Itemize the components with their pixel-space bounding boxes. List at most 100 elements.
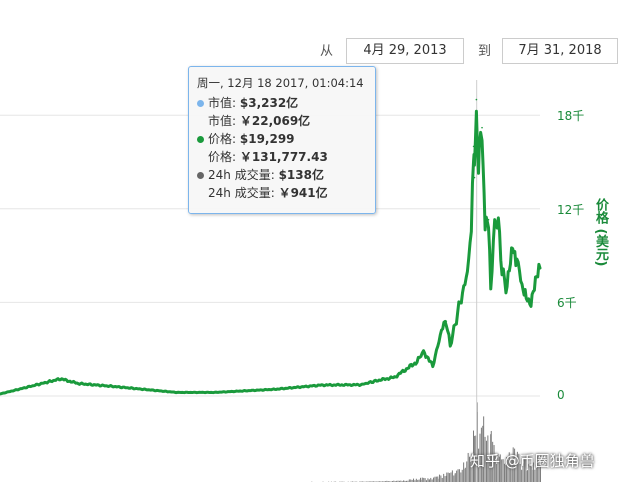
- price-point: [175, 391, 177, 394]
- price-point: [477, 169, 479, 171]
- price-point: [59, 378, 62, 380]
- volume-bar: [534, 469, 536, 482]
- price-point: [505, 289, 507, 291]
- volume-bar: [478, 448, 480, 482]
- price-point: [473, 176, 476, 179]
- volume-bar: [360, 481, 362, 482]
- volume-bar: [389, 481, 391, 482]
- volume-bar: [525, 458, 527, 482]
- volume-bar: [503, 463, 505, 482]
- tooltip-date: 周一, 12月 18 2017, 01:04:14: [197, 76, 364, 90]
- volume-bar: [460, 472, 462, 482]
- volume-bar: [426, 480, 428, 482]
- price-point: [422, 349, 425, 352]
- volume-bar: [515, 463, 517, 482]
- volume-bar: [433, 477, 435, 482]
- price-point: [393, 376, 396, 379]
- volume-bar: [430, 477, 432, 482]
- volume-bar: [466, 461, 468, 482]
- volume-bar: [482, 425, 484, 482]
- volume-bar: [390, 481, 392, 482]
- tooltip-price-cny: ￥131,777.43: [239, 150, 328, 164]
- volume-bar: [406, 480, 408, 482]
- volume-bar: [514, 448, 516, 482]
- volume-bar: [393, 480, 395, 482]
- price-point: [377, 379, 379, 382]
- price-point: [470, 223, 473, 226]
- volume-bar: [505, 465, 507, 482]
- price-point: [493, 220, 496, 223]
- volume-bar: [401, 481, 403, 482]
- tooltip-price-cny-label: 价格:: [208, 150, 237, 164]
- volume-bar: [488, 457, 490, 482]
- volume-bar: [531, 469, 533, 482]
- volume-bar: [443, 473, 445, 482]
- price-line: [0, 109, 542, 396]
- volume-bar: [508, 452, 510, 482]
- range-to-label: 到: [478, 44, 492, 59]
- volume-bar: [492, 441, 494, 482]
- volume-bar: [518, 453, 520, 482]
- volume-bar: [386, 480, 388, 482]
- volume-bar: [400, 480, 402, 482]
- price-point: [534, 281, 537, 283]
- price-point: [213, 391, 216, 394]
- price-point: [489, 286, 492, 288]
- watermark-text: 知乎 @币圈独角兽: [470, 452, 595, 470]
- volume-bar: [415, 478, 417, 482]
- tooltip-price-row: 价格: $19,299: [197, 130, 367, 148]
- volume-bar: [421, 477, 423, 482]
- volume-bar: [387, 481, 389, 482]
- volume-bar: [451, 470, 453, 482]
- price-dot-icon: [197, 136, 204, 143]
- range-from-label: 从: [320, 44, 334, 59]
- volume-bar: [507, 459, 509, 482]
- y-axis-title: 价格 (美元): [593, 198, 608, 267]
- range-from-input[interactable]: 4月 29, 2013: [346, 38, 464, 64]
- volume-bar: [519, 463, 521, 482]
- tooltip-volume-label: 24h 成交量:: [208, 168, 275, 182]
- volume-bar: [528, 464, 530, 482]
- volume-bar: [496, 463, 498, 482]
- volume-bar: [418, 479, 420, 482]
- volume-bar: [499, 454, 501, 482]
- y-tick-label: 6千: [557, 296, 577, 311]
- price-point: [0, 393, 1, 395]
- volume-bar: [475, 435, 477, 482]
- volume-bar: [370, 481, 372, 482]
- volume-bar: [417, 479, 419, 482]
- volume-bar: [490, 434, 492, 482]
- volume-bar: [408, 479, 410, 482]
- volume-bar: [438, 474, 440, 482]
- volume-bar: [383, 481, 385, 482]
- volume-bar: [516, 451, 518, 482]
- price-point: [525, 296, 528, 299]
- range-to-input[interactable]: 7月 31, 2018: [502, 38, 618, 64]
- price-point: [516, 257, 518, 260]
- volume-bar: [434, 476, 436, 482]
- volume-bar: [373, 481, 375, 482]
- volume-bar: [447, 472, 449, 482]
- price-point: [445, 320, 448, 322]
- volume-bar: [374, 481, 376, 482]
- volume-bar: [490, 430, 492, 482]
- volume-bar: [511, 458, 513, 482]
- volume-bar: [522, 463, 524, 482]
- volume-bar: [485, 440, 487, 482]
- volume-bar: [456, 470, 458, 482]
- volume-bar: [384, 481, 386, 482]
- volume-bar: [512, 447, 514, 482]
- volume-bar: [453, 475, 455, 482]
- y-tick-label: 0: [557, 388, 565, 402]
- volume-bar: [446, 472, 448, 482]
- volume-bar: [423, 477, 425, 482]
- volume-bar: [403, 480, 405, 482]
- volume-bar: [444, 476, 446, 482]
- volume-bar: [375, 481, 377, 482]
- volume-bar: [379, 481, 381, 482]
- volume-bar: [427, 478, 429, 482]
- volume-bar: [367, 481, 369, 482]
- volume-bar: [441, 477, 443, 482]
- volume-dot-icon: [197, 172, 204, 179]
